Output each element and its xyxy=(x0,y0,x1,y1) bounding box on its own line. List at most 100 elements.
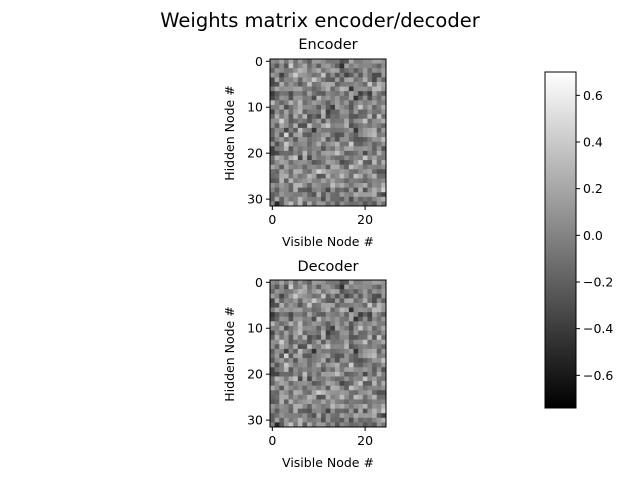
heatmap-cell xyxy=(307,91,313,97)
heatmap-cell xyxy=(362,183,368,189)
heatmap-cell xyxy=(353,362,359,368)
heatmap-cell xyxy=(302,344,308,350)
heatmap-cell xyxy=(367,68,373,74)
heatmap-cell xyxy=(293,284,299,290)
heatmap-cell xyxy=(367,127,373,133)
heatmap-cell xyxy=(358,72,364,78)
heatmap-cell xyxy=(367,81,373,87)
heatmap-cell xyxy=(321,187,327,193)
heatmap-cell xyxy=(344,312,350,318)
heatmap-cell xyxy=(353,160,359,166)
heatmap-cell xyxy=(307,404,313,410)
heatmap-cell xyxy=(381,371,387,377)
heatmap-cell xyxy=(376,183,382,189)
heatmap-cell xyxy=(362,118,368,124)
heatmap-cell xyxy=(381,280,387,285)
heatmap-cell xyxy=(279,100,285,106)
heatmap-cell xyxy=(339,114,345,120)
heatmap-cell xyxy=(283,132,289,138)
heatmap-cell xyxy=(334,390,340,396)
heatmap-cell xyxy=(348,399,354,405)
heatmap-cell xyxy=(376,77,382,83)
heatmap-cell xyxy=(334,394,340,400)
heatmap-cell xyxy=(316,417,322,423)
heatmap-cell xyxy=(348,72,354,78)
heatmap-cell xyxy=(274,146,280,152)
heatmap-cell xyxy=(358,385,364,391)
heatmap-cell xyxy=(279,394,285,400)
heatmap-cell xyxy=(348,196,354,202)
heatmap-cell xyxy=(339,381,345,387)
heatmap-cell xyxy=(279,160,285,166)
heatmap-cell xyxy=(316,298,322,304)
heatmap-cell xyxy=(339,187,345,193)
heatmap-cell xyxy=(325,367,331,373)
heatmap-cell xyxy=(297,302,303,308)
heatmap-cell xyxy=(274,298,280,304)
colorbar-tick-label: 0.6 xyxy=(583,88,603,103)
heatmap-cell xyxy=(293,298,299,304)
heatmap-cell xyxy=(334,376,340,382)
heatmap-cell xyxy=(311,408,317,414)
heatmap-cell xyxy=(307,312,313,318)
heatmap-cell xyxy=(348,109,354,115)
heatmap-cell xyxy=(316,146,322,152)
heatmap-cell xyxy=(321,367,327,373)
heatmap-cell xyxy=(274,321,280,327)
heatmap-cell xyxy=(353,201,359,207)
heatmap-cell xyxy=(297,280,303,285)
heatmap-cell xyxy=(344,330,350,336)
heatmap-cell xyxy=(330,123,336,129)
heatmap-cell xyxy=(325,86,331,92)
heatmap-cell xyxy=(330,358,336,364)
heatmap-cell xyxy=(325,187,331,193)
heatmap-cell xyxy=(381,95,387,101)
heatmap-cell xyxy=(316,394,322,400)
heatmap-cell xyxy=(334,114,340,120)
heatmap-cell xyxy=(330,150,336,156)
heatmap-cell xyxy=(279,404,285,410)
heatmap-cell xyxy=(344,325,350,331)
heatmap-cell xyxy=(334,63,340,69)
heatmap-cell xyxy=(293,335,299,341)
heatmap-cell xyxy=(358,91,364,97)
heatmap-cell xyxy=(274,362,280,368)
heatmap-cell xyxy=(288,422,294,428)
heatmap-cell xyxy=(339,104,345,110)
heatmap-cell xyxy=(321,183,327,189)
heatmap-cell xyxy=(334,367,340,373)
heatmap-cell xyxy=(353,298,359,304)
heatmap-cell xyxy=(311,146,317,152)
heatmap-cell xyxy=(274,325,280,331)
heatmap-cell xyxy=(344,192,350,198)
heatmap-cell xyxy=(302,413,308,419)
heatmap-cell xyxy=(311,132,317,138)
heatmap-cell xyxy=(274,280,280,285)
heatmap-cell xyxy=(339,201,345,207)
colorbar-tick-label: −0.2 xyxy=(583,275,613,290)
heatmap-cell xyxy=(381,367,387,373)
heatmap-cell xyxy=(353,192,359,198)
heatmap-cell xyxy=(344,362,350,368)
heatmap-cell xyxy=(330,316,336,322)
heatmap-cell xyxy=(330,68,336,74)
heatmap-cell xyxy=(330,348,336,354)
heatmap-cell xyxy=(297,325,303,331)
heatmap-cell xyxy=(279,72,285,78)
heatmap-cell xyxy=(293,72,299,78)
heatmap-cell xyxy=(330,390,336,396)
heatmap-cell xyxy=(274,68,280,74)
heatmap-cell xyxy=(376,358,382,364)
heatmap-cell xyxy=(339,77,345,83)
heatmap-cell xyxy=(293,413,299,419)
heatmap-cell xyxy=(376,123,382,129)
heatmap-cell xyxy=(302,408,308,414)
heatmap-cell xyxy=(302,114,308,120)
heatmap-cell xyxy=(372,123,378,129)
heatmap-cell xyxy=(293,404,299,410)
heatmap-cell xyxy=(372,160,378,166)
heatmap-cell xyxy=(344,367,350,373)
heatmap-cell xyxy=(321,164,327,170)
heatmap-cell xyxy=(270,358,276,364)
heatmap-cell xyxy=(372,118,378,124)
